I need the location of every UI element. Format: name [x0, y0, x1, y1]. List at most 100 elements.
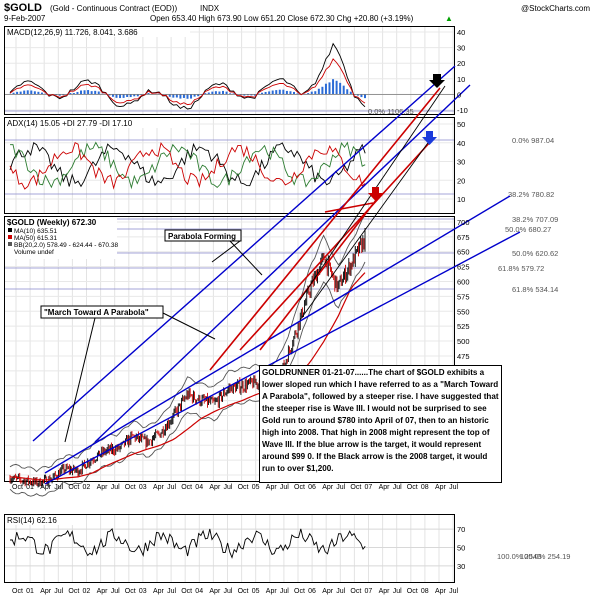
parabola-annotation: Parabola Forming [168, 232, 236, 241]
x-tick-label: Oct [12, 588, 23, 595]
x-tick-label: Apr [153, 484, 165, 491]
blue-target-arrow-icon [422, 131, 437, 145]
macd-tick-label: 30 [457, 44, 465, 53]
x-tick-label: Oct [350, 484, 361, 491]
x-tick-label: Jul [111, 588, 120, 595]
x-tick-label: Apr [379, 484, 391, 491]
y-axis-ticks: 7006756506256005755505255004754504254003… [457, 28, 470, 571]
rsi-tick-label: 70 [457, 525, 465, 534]
x-tick-label: Oct [125, 484, 136, 491]
plus-di-line [9, 141, 366, 190]
x-tick-label: Oct [68, 588, 79, 595]
macd-tick-label: 40 [457, 28, 465, 37]
goldrunner-note: GOLDRUNNER 01-21-07......The chart of $G… [259, 365, 502, 483]
x-tick-label: Jul [336, 484, 345, 491]
x-tick-label: Jul [280, 588, 289, 595]
rsi-panel [4, 514, 455, 583]
x-tick-label: Oct [68, 484, 79, 491]
macd-panel [4, 26, 455, 115]
x-tick-label: Oct [294, 484, 305, 491]
price-tick-label: 650 [457, 248, 470, 257]
price-tick-label: 625 [457, 263, 470, 272]
x-tick-label: Apr [435, 588, 447, 595]
x-tick-label: Jul [280, 484, 289, 491]
x-tick-label: Jul [449, 484, 458, 491]
x-tick-label: Jul [111, 484, 120, 491]
x-tick-label: Jul [224, 484, 233, 491]
rsi-line [9, 527, 366, 559]
price-tick-label: 550 [457, 307, 470, 316]
x-tick-label: 08 [421, 588, 429, 595]
price-tick-label: 525 [457, 322, 470, 331]
x-tick-label: Jul [167, 588, 176, 595]
red-parabola-line [324, 202, 374, 213]
red-parabola-line [259, 194, 381, 351]
x-tick-label: Jul [224, 588, 233, 595]
march-annotation: "March Toward A Parabola" [44, 308, 149, 317]
chart-exchange: INDX [200, 4, 220, 13]
x-tick-label: Apr [97, 484, 109, 491]
x-tick-label: Apr [435, 484, 447, 491]
x-tick-label: Oct [407, 484, 418, 491]
adx-series [9, 141, 366, 190]
rsi-tick-label: 50 [457, 544, 465, 553]
x-tick-label: Jul [449, 588, 458, 595]
adx-tick-label: 40 [457, 139, 465, 148]
fib-level-label: 50.0% 620.62 [512, 249, 558, 258]
x-tick-label: 07 [365, 484, 373, 491]
fib-level-label: 100.0% 2540 [497, 552, 541, 561]
blue-channel-line [32, 65, 456, 442]
x-tick-label: Oct [350, 588, 361, 595]
x-tick-label: 05 [252, 588, 260, 595]
legend-ma50: MA(50) 615.31 [14, 235, 57, 242]
blue-channel-line [44, 231, 521, 485]
x-tick-label: Apr [322, 484, 334, 491]
price-tick-label: 675 [457, 233, 470, 242]
rsi-label: RSI(14) 62.16 [7, 516, 57, 525]
price-tick-label: 700 [457, 218, 470, 227]
rsi-series [9, 527, 366, 559]
trend-lines [32, 65, 521, 485]
macd-tick-label: -10 [457, 106, 468, 115]
blue-channel-line [44, 195, 511, 474]
fib-level-label: 100.0% 254.19 [520, 552, 570, 561]
x-tick-label: Oct [181, 588, 192, 595]
x-tick-label: Jul [54, 484, 63, 491]
x-tick-label: 08 [421, 484, 429, 491]
x-tick-label: 02 [83, 588, 91, 595]
black-target-arrow-icon [429, 74, 445, 88]
x-tick-label: 03 [139, 588, 147, 595]
x-tick-label: 03 [139, 484, 147, 491]
red-parabola-line [239, 139, 433, 351]
x-tick-label: Apr [153, 588, 165, 595]
source-label: @StockCharts.com [521, 4, 590, 13]
x-tick-label: 07 [365, 588, 373, 595]
price-tick-label: 500 [457, 337, 470, 346]
x-tick-label: Jul [54, 588, 63, 595]
blue-channel-line [94, 84, 471, 443]
legend-volume: Volume undef [14, 249, 54, 256]
adx-tick-label: 10 [457, 195, 465, 204]
x-tick-label: Oct [12, 484, 23, 491]
macd-tick-label: 20 [457, 59, 465, 68]
x-tick-label: Apr [379, 588, 391, 595]
rsi-tick-label: 30 [457, 562, 465, 571]
price-panel [4, 216, 455, 482]
price-tick-label: 600 [457, 278, 470, 287]
black-target-line [299, 139, 431, 321]
up-arrow-icon: ▲ [445, 14, 453, 23]
x-tick-label: Jul [167, 484, 176, 491]
x-tick-label: Apr [40, 484, 52, 491]
fib-level-label: 38.2% 780.82 [508, 190, 554, 199]
x-tick-label: Oct [238, 588, 249, 595]
bollinger-lower-line [9, 261, 366, 497]
x-tick-label: Jul [393, 484, 402, 491]
x-tick-label: Apr [97, 588, 109, 595]
x-tick-label: Oct [407, 588, 418, 595]
x-tick-label: 01 [26, 484, 34, 491]
x-axis-labels: Oct 01 Apr Jul Oct 02 Apr Jul Oct 03 Apr Jul Oct 04 Ap… [12, 484, 458, 595]
adx-tick-label: 20 [457, 176, 465, 185]
x-tick-label: Apr [266, 588, 278, 595]
x-tick-label: 01 [26, 588, 34, 595]
